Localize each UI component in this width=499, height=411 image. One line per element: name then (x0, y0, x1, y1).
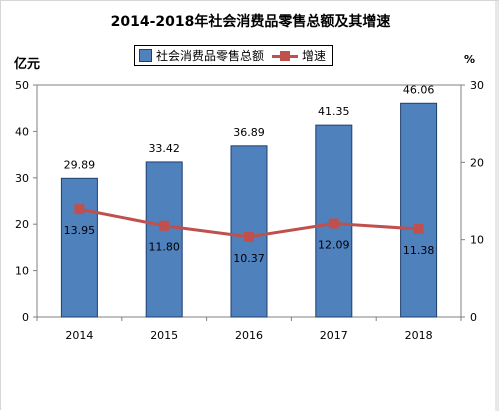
growth-value-label: 13.95 (64, 224, 96, 237)
legend-label-bar: 社会消费品零售总额 (156, 49, 265, 63)
right-axis-unit: % (464, 53, 476, 66)
x-axis-tick-label: 2018 (405, 329, 433, 342)
legend-line-swatch (272, 50, 299, 62)
legend-item-bar: 社会消费品零售总额 (139, 47, 264, 64)
growth-marker (159, 220, 170, 231)
bar (400, 102, 438, 318)
right-axis-tick-label: 10 (470, 234, 484, 247)
growth-value-label: 11.38 (403, 244, 435, 257)
x-axis-tick-label: 2014 (65, 329, 93, 342)
left-axis-tick-label: 0 (22, 311, 29, 324)
bar-value-label: 46.06 (403, 83, 435, 96)
growth-value-label: 10.37 (233, 252, 265, 265)
window-edge (495, 1, 499, 411)
growth-marker (244, 231, 254, 242)
right-axis-tick-label: 30 (470, 79, 484, 92)
bar-value-label: 41.35 (318, 105, 350, 118)
x-axis-tick-label: 2015 (150, 329, 178, 342)
x-axis-tick-label: 2017 (320, 329, 348, 342)
growth-value-label: 12.09 (318, 239, 350, 252)
bar-value-label: 33.42 (148, 142, 180, 155)
left-axis-tick-label: 40 (15, 125, 29, 138)
bar (230, 145, 268, 318)
left-axis-tick-label: 10 (15, 265, 29, 278)
right-axis-tick-label: 0 (470, 311, 477, 324)
bar (145, 161, 183, 318)
x-axis-tick-label: 2016 (235, 329, 263, 342)
chart-title: 2014-2018年社会消费品零售总额及其增速 (110, 14, 391, 30)
right-axis-tick-label: 20 (470, 156, 484, 169)
left-axis-unit: 亿元 (14, 57, 41, 72)
legend-item-line: 增速 (264, 47, 326, 64)
bar (60, 177, 98, 318)
growth-marker (74, 204, 85, 215)
left-axis-tick-label: 30 (15, 172, 29, 185)
legend-label-line: 增速 (302, 49, 327, 63)
growth-marker (328, 218, 339, 229)
left-axis-tick-label: 50 (15, 79, 29, 92)
chart-legend: 社会消费品零售总额 增速 (134, 45, 334, 66)
bar-value-label: 29.89 (64, 158, 96, 171)
bar-value-label: 36.89 (233, 126, 265, 139)
growth-value-label: 11.80 (148, 241, 180, 254)
growth-marker (413, 223, 424, 234)
legend-bar-swatch (139, 49, 152, 62)
left-axis-tick-label: 20 (15, 218, 29, 231)
